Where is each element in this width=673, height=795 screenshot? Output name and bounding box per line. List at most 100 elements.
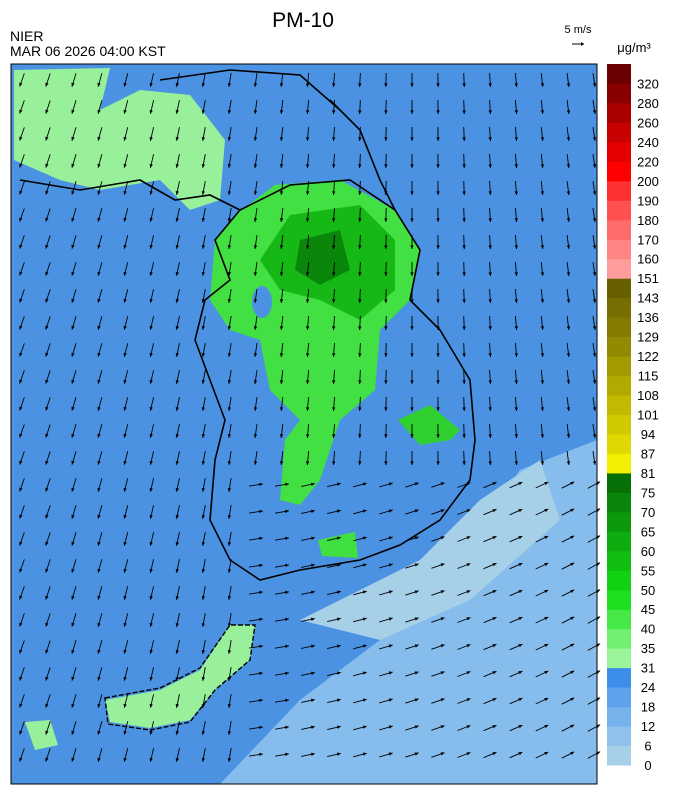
wind-arrow-head <box>462 218 466 222</box>
wind-arrow-head <box>123 487 127 492</box>
mid-region <box>105 625 255 728</box>
wind-arrow-head <box>466 590 471 594</box>
wind-arrow-head <box>45 514 49 519</box>
wind-arrow-head <box>436 137 440 141</box>
wind-arrow-head <box>462 83 466 87</box>
wind-arrow-head <box>540 272 545 276</box>
wind-arrow-head <box>19 433 23 438</box>
colorbar-label: 115 <box>638 369 659 384</box>
wind-arrow-head <box>388 590 393 594</box>
wind-arrow-head <box>592 164 597 168</box>
wind-arrow-head <box>201 353 206 357</box>
wind-scale-label: 5 m/s <box>565 24 592 36</box>
wind-arrow-head <box>201 623 206 627</box>
wind-arrow-head <box>19 487 23 492</box>
wind-arrow-head <box>123 433 127 438</box>
wind-arrow-head <box>279 164 284 168</box>
wind-arrow-head <box>332 272 336 276</box>
colorbar-swatch <box>607 317 631 338</box>
wind-arrow-head <box>97 595 101 600</box>
wind-arrow-head <box>544 697 549 702</box>
wind-arrow-head <box>149 676 153 681</box>
wind-arrow-head <box>97 325 101 330</box>
colorbar-label: 108 <box>637 388 659 403</box>
wind-arrow-head <box>227 758 232 762</box>
wind-arrow-head <box>123 244 127 249</box>
wind-arrow-head <box>279 137 284 141</box>
wind-arrow-head <box>570 643 575 647</box>
wind-arrow-head <box>45 676 49 681</box>
wind-arrow-head <box>97 217 101 222</box>
wind-arrow-head <box>440 671 445 675</box>
wind-arrow-head <box>436 245 440 249</box>
wind-arrow-head <box>440 644 445 648</box>
wind-arrow-head <box>201 542 206 546</box>
wind-arrow-head <box>123 541 127 546</box>
wind-arrow-head <box>259 509 263 514</box>
wind-arrow-head <box>253 83 258 87</box>
wind-arrow-head <box>305 299 310 303</box>
wind-arrow-head <box>201 245 206 249</box>
wind-arrow-head <box>358 380 362 384</box>
colorbar-label: 280 <box>637 96 659 111</box>
wind-arrow-head <box>488 434 492 438</box>
wind-arrow-head <box>305 434 310 438</box>
wind-arrow-head <box>332 191 336 195</box>
wind-arrow-head <box>71 622 75 627</box>
wind-arrow-head <box>440 752 445 756</box>
coastline <box>194 179 476 581</box>
wind-arrow-head <box>45 541 49 546</box>
wind-arrow-head <box>332 407 336 411</box>
wind-arrow-head <box>227 137 232 141</box>
wind-arrow-head <box>466 563 471 567</box>
wind-arrow-head <box>71 757 75 762</box>
wind-arrow-head <box>19 379 23 384</box>
wind-arrow-head <box>175 298 179 303</box>
wind-arrow-head <box>492 617 497 621</box>
wind-arrow-head <box>259 752 263 757</box>
wind-arrow-head <box>488 380 492 384</box>
wind-arrow-head <box>410 353 414 357</box>
wind-arrow-head <box>71 244 75 249</box>
wind-arrow-head <box>410 299 414 303</box>
wind-arrow-head <box>462 137 466 141</box>
wind-arrow-head <box>259 698 263 703</box>
wind-arrow-head <box>436 164 440 168</box>
wind-arrow-head <box>358 164 362 168</box>
wind-arrow-head <box>358 137 362 141</box>
wind-arrow-head <box>97 352 101 357</box>
wind-arrow-head <box>71 703 75 708</box>
wind-arrow-head <box>414 509 419 513</box>
wind-arrow-head <box>332 434 336 438</box>
wind-arrow-head <box>592 110 597 114</box>
colorbar-swatch <box>607 141 631 162</box>
wind-arrow-head <box>45 190 49 195</box>
wind-arrow-head <box>97 406 101 411</box>
wind-arrow-head <box>19 163 23 168</box>
wind-arrow-head <box>45 649 49 654</box>
wind-arrow-head <box>19 190 23 195</box>
wind-arrow-head <box>175 460 179 465</box>
colorbar-label: 12 <box>641 719 655 734</box>
wind-arrow-head <box>71 460 75 465</box>
colorbar-label: 35 <box>641 641 655 656</box>
wind-arrow-head <box>514 353 518 357</box>
wind-arrow-head <box>71 379 75 384</box>
colorbar-swatch <box>607 258 631 279</box>
wind-arrow-head <box>201 677 206 681</box>
wind-arrow-head <box>305 110 310 114</box>
wind-arrow-head <box>149 730 153 735</box>
wind-arrow-head <box>592 137 597 141</box>
colorbar-label: 81 <box>641 466 655 481</box>
wind-arrow-head <box>570 616 575 620</box>
wind-arrow-head <box>440 509 445 513</box>
wind-arrow-head <box>540 245 545 249</box>
wind-arrow-head <box>410 137 414 141</box>
wind-arrow-head <box>310 509 315 513</box>
wind-arrow-head <box>518 671 523 675</box>
wind-arrow-head <box>544 616 549 621</box>
wind-arrow-head <box>358 407 362 411</box>
wind-arrow-head <box>253 461 258 465</box>
wind-arrow-head <box>336 698 341 702</box>
wind-arrow-head <box>566 272 571 276</box>
